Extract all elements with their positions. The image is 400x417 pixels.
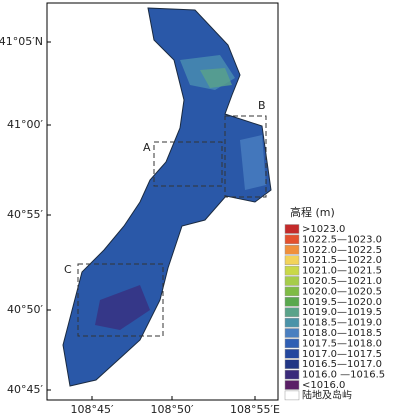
legend-label: 1016.0 —1016.5 (302, 370, 385, 381)
legend-label: 陆地及岛屿 (302, 388, 352, 401)
legend-label: 1022.0—1022.5 (302, 245, 382, 256)
lake (62, 7, 272, 387)
legend-swatch (284, 307, 300, 317)
legend-swatch (284, 276, 300, 286)
legend-label: 1021.0—1021.5 (302, 266, 382, 277)
region-box (224, 115, 267, 198)
legend-swatch (284, 297, 300, 307)
legend-swatch (284, 328, 300, 338)
legend-swatch (284, 234, 300, 245)
legend-label: 1018.0—1018.5 (302, 328, 382, 339)
y-tick-label: 41°05′N (0, 35, 43, 48)
legend-label: 1017.0—1017.5 (302, 349, 382, 360)
x-tick-label: 108°55′E (230, 403, 280, 416)
y-tick-label: 40°45′ (7, 383, 43, 396)
shallow-patch (240, 135, 266, 190)
region-box (153, 141, 223, 187)
legend-swatch (284, 286, 300, 297)
legend-swatch (284, 338, 300, 349)
legend-label: 1022.5—1023.0 (302, 234, 382, 245)
legend-label: 1020.0—1020.5 (302, 286, 382, 297)
legend-label: >1023.0 (302, 224, 345, 235)
region-label: C (64, 263, 72, 276)
legend-swatch (284, 245, 300, 255)
region-box (77, 263, 164, 337)
region-label: B (258, 99, 266, 112)
shallow-patch (200, 68, 232, 88)
legend-swatch (284, 369, 300, 380)
legend-swatch (284, 265, 300, 276)
legend-label: 1019.5—1020.0 (302, 297, 382, 308)
legend-label: 1018.5—1019.0 (302, 318, 382, 329)
legend-swatch (284, 380, 300, 390)
legend-label: 1020.5—1021.0 (302, 276, 382, 287)
x-tick-label: 108°45′ (71, 403, 114, 416)
legend-label: <1016.0 (302, 380, 345, 391)
legend-swatch (284, 359, 300, 369)
y-tick-label: 40°55′ (7, 208, 43, 221)
deep-patch (95, 285, 150, 330)
legend-swatch (284, 317, 300, 328)
region-label: A (143, 141, 151, 154)
legend-swatch (284, 390, 300, 401)
legend-label: 1019.0—1019.5 (302, 307, 382, 318)
legend-title: 高程 (m) (290, 205, 335, 219)
legend-label: 1021.5—1022.0 (302, 255, 382, 266)
legend-swatch (284, 349, 300, 359)
legend-label: 1016.5—1017.0 (302, 359, 382, 370)
x-tick-label: 108°50′ (151, 403, 194, 416)
legend-swatch (284, 255, 300, 265)
y-tick-label: 41°00′ (7, 118, 43, 131)
legend-swatch (284, 224, 300, 234)
y-tick-label: 40°50′ (7, 303, 43, 316)
legend-label: 1017.5—1018.0 (302, 338, 382, 349)
